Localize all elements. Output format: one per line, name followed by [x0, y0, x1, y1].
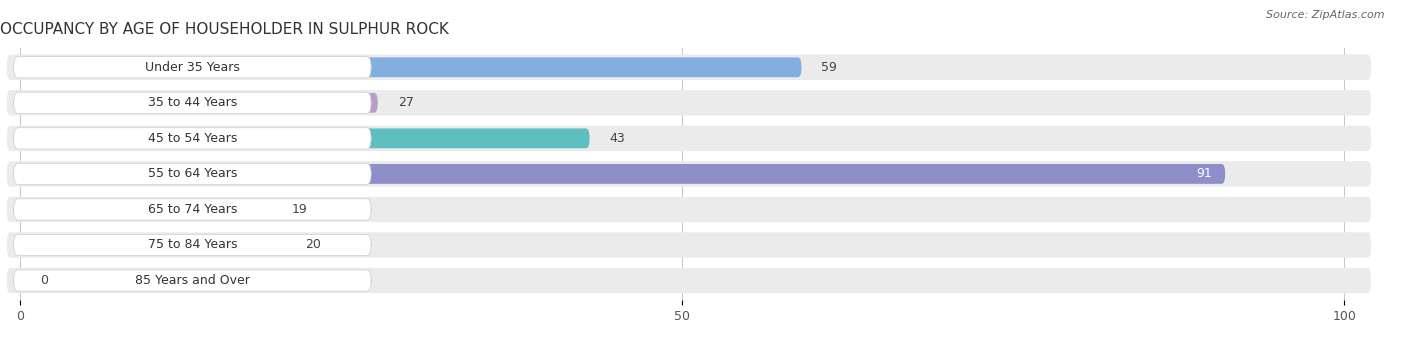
- Text: OCCUPANCY BY AGE OF HOUSEHOLDER IN SULPHUR ROCK: OCCUPANCY BY AGE OF HOUSEHOLDER IN SULPH…: [0, 22, 449, 37]
- Text: 0: 0: [41, 274, 48, 287]
- FancyBboxPatch shape: [14, 270, 371, 291]
- FancyBboxPatch shape: [20, 93, 378, 113]
- Text: Source: ZipAtlas.com: Source: ZipAtlas.com: [1267, 10, 1385, 20]
- FancyBboxPatch shape: [20, 57, 801, 77]
- FancyBboxPatch shape: [14, 92, 371, 114]
- FancyBboxPatch shape: [20, 199, 271, 219]
- FancyBboxPatch shape: [20, 235, 285, 255]
- FancyBboxPatch shape: [14, 163, 371, 184]
- Text: 55 to 64 Years: 55 to 64 Years: [148, 167, 238, 180]
- FancyBboxPatch shape: [14, 128, 371, 149]
- FancyBboxPatch shape: [14, 199, 371, 220]
- Text: 43: 43: [609, 132, 626, 145]
- FancyBboxPatch shape: [7, 232, 1371, 258]
- Text: 75 to 84 Years: 75 to 84 Years: [148, 238, 238, 252]
- FancyBboxPatch shape: [20, 271, 41, 291]
- FancyBboxPatch shape: [20, 129, 589, 148]
- FancyBboxPatch shape: [7, 55, 1371, 80]
- Text: 20: 20: [305, 238, 321, 252]
- Text: 45 to 54 Years: 45 to 54 Years: [148, 132, 238, 145]
- Text: Under 35 Years: Under 35 Years: [145, 61, 240, 74]
- Text: 27: 27: [398, 96, 413, 109]
- FancyBboxPatch shape: [7, 90, 1371, 116]
- FancyBboxPatch shape: [14, 234, 371, 256]
- Text: 85 Years and Over: 85 Years and Over: [135, 274, 250, 287]
- FancyBboxPatch shape: [7, 197, 1371, 222]
- FancyBboxPatch shape: [7, 268, 1371, 293]
- Text: 91: 91: [1197, 167, 1212, 180]
- Text: 65 to 74 Years: 65 to 74 Years: [148, 203, 238, 216]
- Text: 59: 59: [821, 61, 837, 74]
- FancyBboxPatch shape: [20, 164, 1225, 184]
- FancyBboxPatch shape: [14, 57, 371, 78]
- FancyBboxPatch shape: [7, 161, 1371, 187]
- Text: 35 to 44 Years: 35 to 44 Years: [148, 96, 238, 109]
- FancyBboxPatch shape: [7, 126, 1371, 151]
- Text: 19: 19: [291, 203, 308, 216]
